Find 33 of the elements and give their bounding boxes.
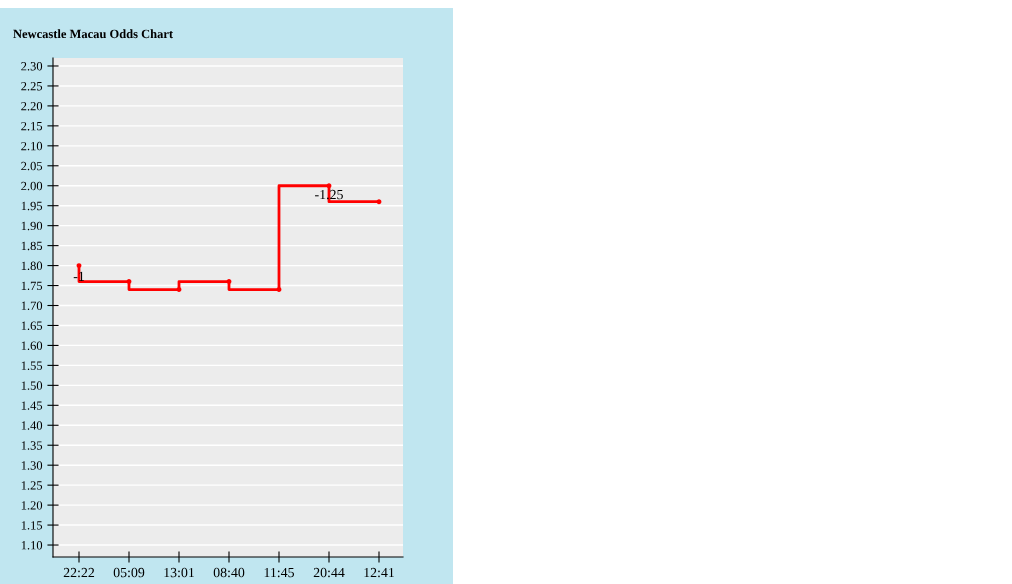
x-tick-label: 12:41 — [364, 567, 394, 578]
y-tick-label: 1.95 — [21, 201, 43, 211]
y-tick-label: 2.15 — [21, 121, 43, 131]
y-tick-label: 2.30 — [21, 62, 43, 71]
x-tick-label: 11:45 — [264, 567, 295, 578]
y-tick-label: 1.35 — [21, 441, 43, 450]
y-tick-label: 1.50 — [21, 381, 43, 390]
y-tick-label: 1.90 — [21, 221, 43, 231]
x-tick-label: 22:22 — [63, 567, 95, 578]
y-tick-label: 1.80 — [21, 261, 43, 271]
y-tick-label: 1.40 — [21, 421, 43, 430]
y-tick-label: 1.20 — [21, 501, 43, 510]
x-tick-label: 08:40 — [213, 567, 245, 578]
chart-title: Newcastle Macau Odds Chart — [13, 29, 173, 39]
y-tick-label: 1.45 — [21, 401, 43, 410]
y-tick-label: 2.05 — [21, 161, 43, 171]
y-tick-label: 1.15 — [21, 521, 43, 530]
y-tick-label: 2.20 — [21, 101, 43, 111]
y-tick-label: 2.10 — [21, 141, 43, 151]
y-tick-label: 1.85 — [21, 241, 43, 251]
y-tick-label: 1.65 — [21, 321, 43, 330]
y-tick-label: 1.30 — [21, 461, 43, 470]
y-tick-label: 2.25 — [21, 82, 43, 91]
y-tick-label: 1.10 — [21, 541, 43, 550]
y-tick-label: 1.75 — [21, 281, 43, 291]
y-tick-label: 2.00 — [21, 181, 43, 191]
y-tick-label: 1.70 — [21, 301, 43, 311]
x-tick-label: 13:01 — [164, 567, 194, 578]
y-tick-label: 1.25 — [21, 481, 43, 490]
x-tick-label: 05:09 — [113, 567, 145, 578]
x-tick-label: 20:44 — [313, 567, 345, 578]
y-tick-label: 1.55 — [21, 361, 43, 370]
y-tick-label: 1.60 — [21, 341, 43, 350]
